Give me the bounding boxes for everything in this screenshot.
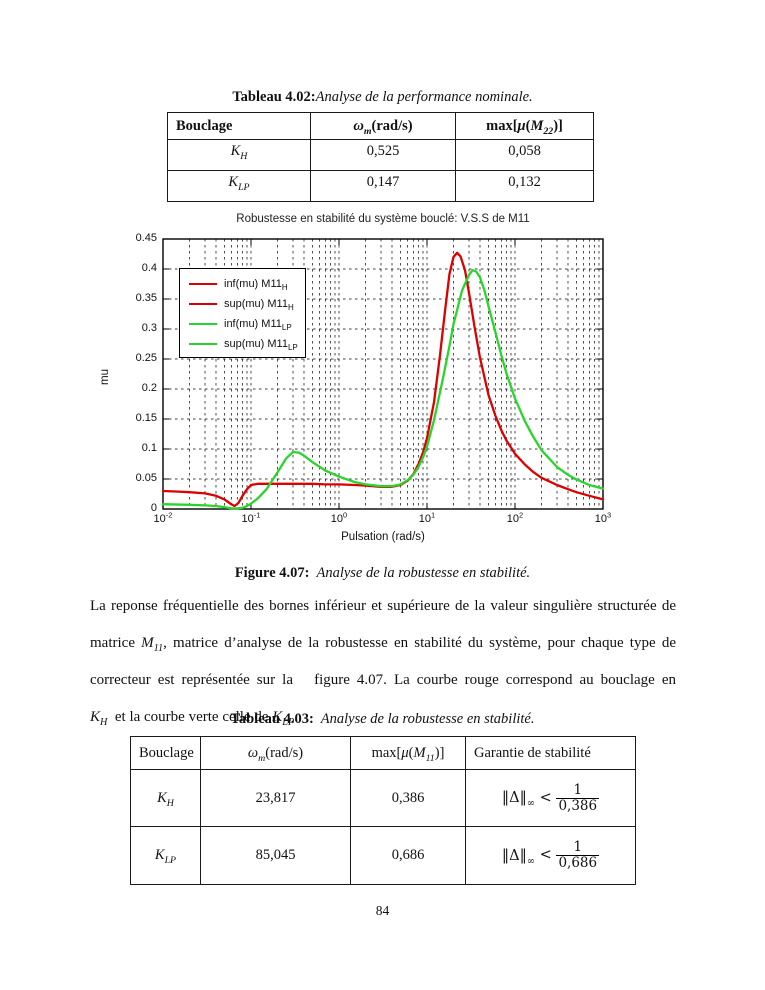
table-cell: KLP [167,170,311,202]
table-cell: 0,132 [455,170,594,202]
y-tick-label: 0.45 [135,232,157,244]
legend-item: inf(mu) M11LP [180,314,305,334]
table-cell: 0,525 [310,139,456,171]
table-cell: 0,147 [310,170,456,202]
legend-label: inf(mu) M11LP [224,318,292,333]
plot-area [161,238,605,510]
stability-formula-cell: ‖Δ‖∞ < 1 0,386 [465,769,636,827]
table-cell: 0,686 [350,826,466,885]
table-cell: 0,386 [350,769,466,827]
chart-title: Robustesse en stabilité du système boucl… [236,213,530,225]
y-tick-label: 0.1 [141,442,157,454]
y-tick-label: 0.15 [135,412,157,424]
column-header: Bouclage [130,736,201,770]
legend-item: sup(mu) M11H [180,294,305,314]
page-number: 84 [375,903,390,918]
paragraph-line: correcteur est représentée sur la figure… [90,672,676,688]
x-tick-label: 102 [506,510,524,525]
x-tick-label: 10-1 [241,510,261,525]
table-cell: KLP [130,826,201,885]
table-cell: 85,045 [200,826,351,885]
body-paragraph: La reponse fréquentielle des bornes infé… [90,588,676,736]
mu-analysis-chart: Robustesse en stabilité du système boucl… [95,213,635,558]
legend-line-swatch [189,282,217,286]
x-axis-label: Pulsation (rad/s) [341,531,425,543]
legend-line-swatch [189,322,217,326]
column-header: Bouclage [167,112,311,140]
column-header: ωm(rad/s) [310,112,456,140]
table-cell: KH [130,769,201,827]
y-tick-label: 0.3 [141,322,157,334]
x-tick-label: 100 [330,510,348,525]
legend-label: inf(mu) M11H [224,278,288,293]
table-cell: KH [167,139,311,171]
legend-label: sup(mu) M11LP [224,338,298,353]
column-header: max[μ(M22)] [455,112,594,140]
column-header: ωm(rad/s) [200,736,351,770]
chart-legend: inf(mu) M11H sup(mu) M11H inf(mu) M11LP sup… [179,268,306,358]
x-tick-label: 101 [418,510,436,525]
y-axis-label: mu [98,369,111,385]
legend-item: sup(mu) M11LP [180,334,305,354]
x-tick-label: 10-2 [153,510,173,525]
y-tick-label: 0.35 [135,292,157,304]
performance-table: Bouclage ωm(rad/s) max[μ(M22)] KH 0,525 … [167,112,594,202]
robustness-table: Bouclage ωm(rad/s) max[μ(M11)] Garantie … [130,736,636,885]
paragraph-line: matrice M11, matrice d’analyse de la rob… [90,635,676,654]
y-tick-label: 0.25 [135,352,157,364]
y-tick-label: 0.05 [135,472,157,484]
table-402-caption: Tableau 4.02:Analyse de la performance n… [232,89,533,105]
figure-caption: Figure 4.07: Analyse de la robustesse en… [234,565,531,581]
legend-line-swatch [189,302,217,306]
paragraph-line: La reponse fréquentielle des bornes infé… [90,598,676,614]
column-header: Garantie de stabilité [465,736,636,770]
table-cell: 23,817 [200,769,351,827]
stability-formula-cell: ‖Δ‖∞ < 1 0,686 [465,826,636,885]
legend-label: sup(mu) M11H [224,298,294,313]
y-tick-label: 0.2 [141,382,157,394]
x-tick-label: 103 [594,510,612,525]
legend-line-swatch [189,342,217,346]
legend-item: inf(mu) M11H [180,274,305,294]
table-403-caption: Tableau 4.03: Analyse de la robustesse e… [230,711,535,727]
table-cell: 0,058 [455,139,594,171]
y-tick-label: 0 [150,502,157,514]
y-tick-label: 0.4 [141,262,157,274]
column-header: max[μ(M11)] [350,736,466,770]
paragraph-line: KH et la courbe verte celle de KLP. [90,709,298,728]
